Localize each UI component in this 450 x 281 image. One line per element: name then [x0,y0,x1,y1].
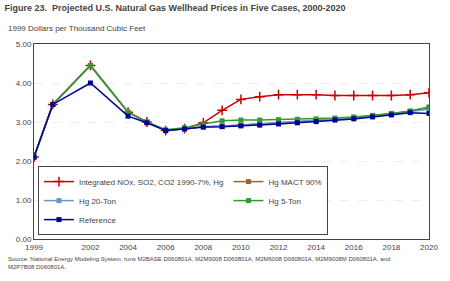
svg-text:Source: National Energy Modeli: Source: National Energy Modeling System,… [8,256,390,270]
svg-text:5.00: 5.00 [16,40,32,49]
svg-text:4.00: 4.00 [16,79,32,88]
svg-text:1.00: 1.00 [16,196,32,205]
svg-text:2002: 2002 [82,243,100,252]
svg-text:2006: 2006 [157,243,175,252]
svg-text:Figure 23. Projected U.S. Nat: Figure 23. Projected U.S. Natural Gas We… [5,3,346,13]
svg-text:2014: 2014 [307,243,325,252]
svg-text:Hg 20-Ton: Hg 20-Ton [79,197,116,206]
svg-text:1999 Dollars per Thousand Cubi: 1999 Dollars per Thousand Cubic Feet [8,24,146,33]
svg-text:2018: 2018 [382,243,400,252]
svg-text:Reference: Reference [79,216,116,225]
svg-text:2012: 2012 [270,243,288,252]
svg-text:1999: 1999 [25,243,43,252]
svg-text:2.00: 2.00 [16,157,32,166]
svg-text:2020: 2020 [420,243,438,252]
svg-text:2016: 2016 [345,243,363,252]
svg-text:2008: 2008 [194,243,212,252]
svg-text:2010: 2010 [232,243,250,252]
svg-text:0.00: 0.00 [16,235,32,244]
svg-text:2004: 2004 [119,243,137,252]
svg-text:Hg 5-Ton: Hg 5-Ton [268,197,300,206]
svg-text:3.00: 3.00 [16,118,32,127]
svg-text:Hg MACT 90%: Hg MACT 90% [268,178,321,187]
svg-text:Integrated NOx, SO2, CO2 1990-: Integrated NOx, SO2, CO2 1990-7%, Hg [79,178,224,187]
